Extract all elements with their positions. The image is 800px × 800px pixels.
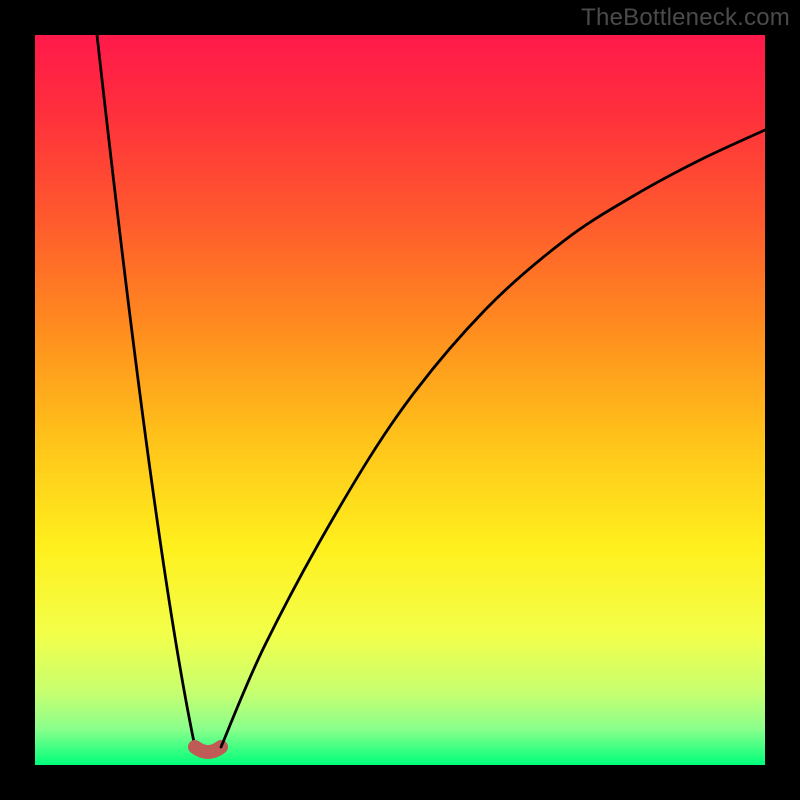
curve-floor	[195, 747, 221, 752]
watermark-text: TheBottleneck.com	[581, 4, 790, 32]
chart-root: TheBottleneck.com	[0, 0, 800, 800]
curve-right-branch	[221, 130, 765, 747]
plot-area	[35, 35, 765, 765]
curve-left-branch	[97, 35, 195, 747]
curve-overlay	[35, 35, 765, 765]
